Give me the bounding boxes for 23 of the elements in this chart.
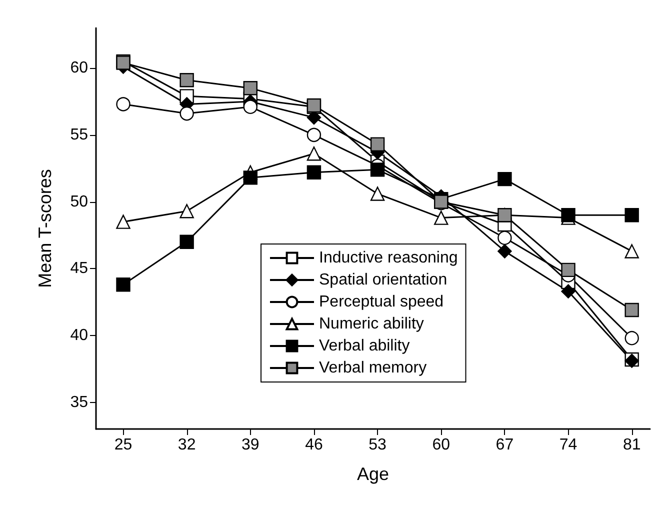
x-tick-label: 74 xyxy=(559,436,578,454)
x-axis-title: Age xyxy=(356,464,390,484)
legend-label: Verbal memory xyxy=(319,360,427,376)
y-tick-label: 60 xyxy=(70,60,88,77)
x-tick-label: 32 xyxy=(178,436,196,454)
x-tick-label: 46 xyxy=(305,436,323,454)
legend-label: Numeric ability xyxy=(319,316,424,332)
x-tick-label: 67 xyxy=(496,436,514,454)
legend-label: Perceptual speed xyxy=(319,294,444,310)
y-axis-title: Mean T-scores xyxy=(35,169,55,288)
x-tick-label: 60 xyxy=(432,436,450,454)
y-tick-label: 55 xyxy=(70,126,88,144)
legend-label: Inductive reasoning xyxy=(319,250,458,266)
x-tick-label: 53 xyxy=(368,436,387,454)
x-tick-label: 39 xyxy=(241,436,260,454)
y-tick-label: 50 xyxy=(70,193,88,210)
x-tick-label: 81 xyxy=(622,436,641,454)
y-tick-label: 45 xyxy=(70,260,88,278)
y-tick-label: 40 xyxy=(70,326,88,344)
x-tick-label: 25 xyxy=(114,436,132,454)
legend-label: Spatial orientation xyxy=(319,272,448,288)
legend-label: Verbal ability xyxy=(319,338,410,354)
y-tick-label: 35 xyxy=(70,394,88,411)
